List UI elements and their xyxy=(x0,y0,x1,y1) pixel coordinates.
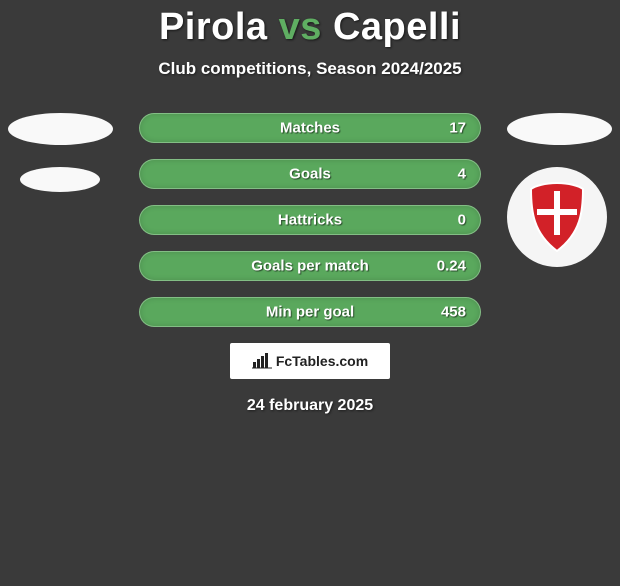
player2-name: Capelli xyxy=(333,6,461,48)
stat-value-right: 0 xyxy=(458,212,466,229)
stat-value-right: 17 xyxy=(449,120,466,137)
stat-value-right: 4 xyxy=(458,166,466,183)
stat-row: Goals 4 xyxy=(139,159,481,189)
stat-row: Min per goal 458 xyxy=(139,297,481,327)
player2-club-badge xyxy=(507,167,607,267)
player-left-column xyxy=(8,113,113,214)
player1-avatar xyxy=(8,113,113,145)
player1-club-placeholder xyxy=(20,167,100,192)
stat-value-right: 0.24 xyxy=(437,258,466,275)
stat-row: Matches 17 xyxy=(139,113,481,143)
vs-label: vs xyxy=(279,6,322,48)
stat-label: Hattricks xyxy=(278,212,342,229)
comparison-title: Pirola vs Capelli xyxy=(0,6,620,49)
stat-row: Hattricks 0 xyxy=(139,205,481,235)
stat-label: Goals per match xyxy=(251,258,369,275)
stats-list: Matches 17 Goals 4 Hattricks 0 Goals per… xyxy=(139,113,481,327)
snapshot-date: 24 february 2025 xyxy=(0,397,620,415)
stat-label: Matches xyxy=(280,120,340,137)
stat-value-right: 458 xyxy=(441,304,466,321)
stat-label: Goals xyxy=(289,166,331,183)
comparison-arena: Matches 17 Goals 4 Hattricks 0 Goals per… xyxy=(0,113,620,327)
stat-label: Min per goal xyxy=(266,304,354,321)
shield-icon xyxy=(527,181,587,253)
brand-text: FcTables.com xyxy=(276,353,368,369)
season-subtitle: Club competitions, Season 2024/2025 xyxy=(0,59,620,79)
player1-name: Pirola xyxy=(159,6,268,48)
player-right-column xyxy=(507,113,612,267)
brand-badge[interactable]: FcTables.com xyxy=(230,343,390,379)
player2-avatar xyxy=(507,113,612,145)
bar-chart-icon xyxy=(252,353,272,369)
stat-row: Goals per match 0.24 xyxy=(139,251,481,281)
